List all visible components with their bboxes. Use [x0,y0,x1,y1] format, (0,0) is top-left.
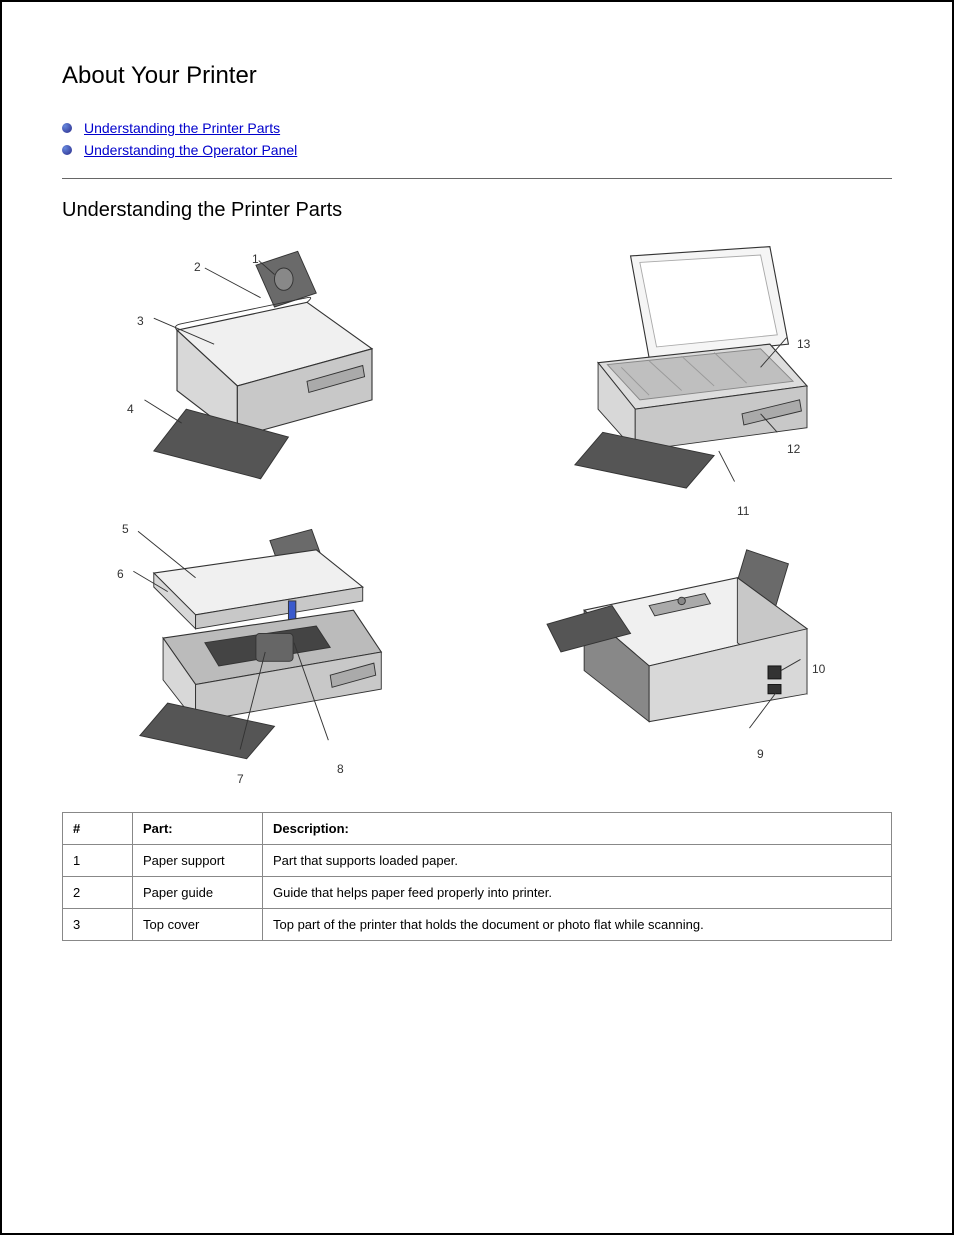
callout-4: 4 [127,402,134,416]
col-desc: Description: [263,813,892,845]
cell-desc: Part that supports loaded paper. [263,845,892,877]
divider [62,178,892,179]
cell-part: Paper guide [133,877,263,909]
callout-8: 8 [337,762,344,776]
diagram-view-4: 10 9 [497,522,892,782]
cell-desc: Guide that helps paper feed properly int… [263,877,892,909]
link-operator-panel[interactable]: Understanding the Operator Panel [84,142,297,158]
cell-num: 1 [63,845,133,877]
bullet-icon [62,145,72,155]
callout-6: 6 [117,567,124,581]
callout-11: 11 [737,504,749,518]
cell-part: Top cover [133,909,263,941]
page-title: About Your Printer [62,62,892,90]
callout-9: 9 [757,747,764,761]
section-heading: Understanding the Printer Parts [62,199,892,222]
callout-7: 7 [237,772,244,786]
callout-13: 13 [797,337,810,351]
table-row: 1 Paper support Part that supports loade… [63,845,892,877]
cell-part: Paper support [133,845,263,877]
diagram-grid: 1 2 3 4 [62,242,892,782]
diagram-view-3: 5 6 7 8 [62,522,457,782]
callout-2: 2 [194,260,201,274]
table-header-row: # Part: Description: [63,813,892,845]
anchor-link-list: Understanding the Printer Parts Understa… [62,120,892,158]
table-row: 2 Paper guide Guide that helps paper fee… [63,877,892,909]
link-printer-parts[interactable]: Understanding the Printer Parts [84,120,280,136]
parts-table: # Part: Description: 1 Paper support Par… [62,812,892,941]
callout-3: 3 [137,314,144,328]
callout-1: 1 [252,252,259,266]
callout-12: 12 [787,442,800,456]
bullet-icon [62,123,72,133]
diagram-view-1: 1 2 3 4 [62,242,457,502]
col-part: Part: [133,813,263,845]
cell-desc: Top part of the printer that holds the d… [263,909,892,941]
callout-5: 5 [122,522,129,536]
cell-num: 2 [63,877,133,909]
diagram-view-2: 13 12 11 [497,242,892,502]
cell-num: 3 [63,909,133,941]
table-row: 3 Top cover Top part of the printer that… [63,909,892,941]
callout-10: 10 [812,662,825,676]
col-num: # [63,813,133,845]
